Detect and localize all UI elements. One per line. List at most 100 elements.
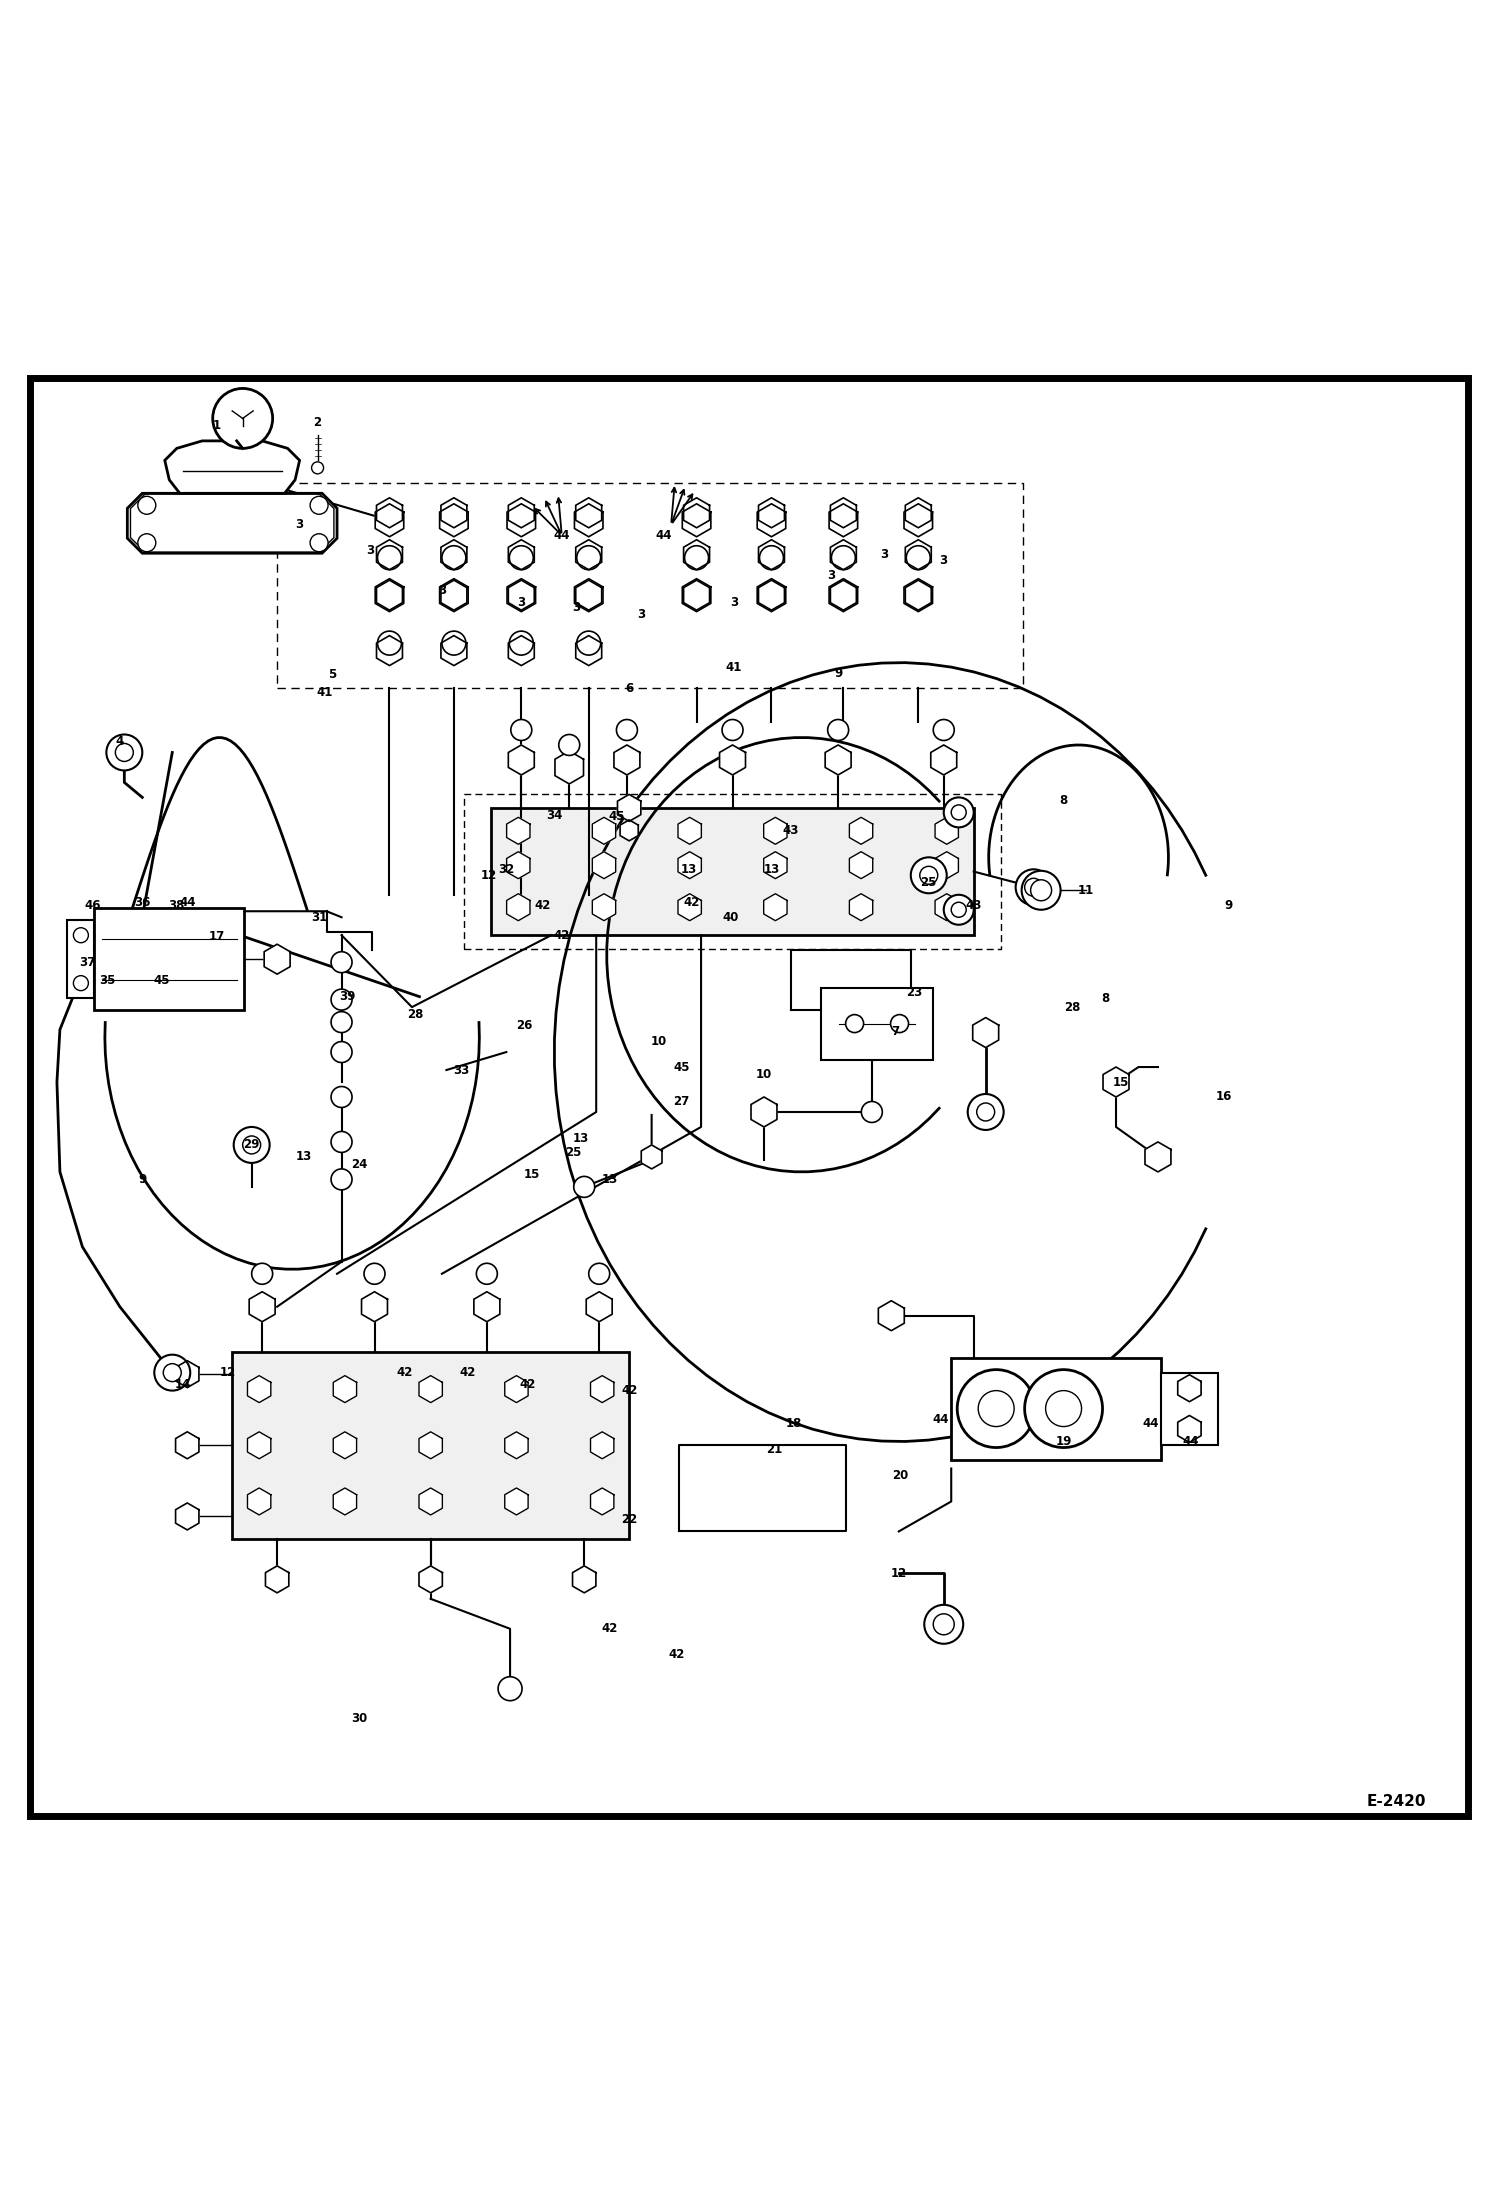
Polygon shape — [333, 1376, 357, 1402]
Text: 33: 33 — [454, 1064, 469, 1077]
Text: 38: 38 — [169, 900, 184, 913]
Text: 9: 9 — [138, 1174, 147, 1187]
Circle shape — [911, 858, 947, 893]
Text: 45: 45 — [153, 974, 171, 987]
Polygon shape — [419, 1488, 442, 1514]
Circle shape — [115, 744, 133, 761]
Polygon shape — [506, 818, 530, 845]
Bar — [821, 987, 933, 1060]
Polygon shape — [586, 1292, 613, 1321]
Polygon shape — [506, 505, 536, 538]
Polygon shape — [679, 851, 701, 878]
Bar — [232, 1352, 629, 1538]
Text: 4: 4 — [115, 735, 124, 748]
Polygon shape — [825, 746, 851, 774]
Text: 42: 42 — [602, 1621, 617, 1635]
Circle shape — [977, 1104, 995, 1121]
Text: 8: 8 — [1101, 992, 1110, 1005]
Text: 3: 3 — [366, 544, 374, 557]
Polygon shape — [175, 1433, 199, 1459]
Bar — [951, 1358, 1161, 1459]
Polygon shape — [878, 1301, 905, 1332]
Polygon shape — [439, 579, 469, 612]
Circle shape — [951, 902, 966, 917]
Polygon shape — [592, 818, 616, 845]
Text: 36: 36 — [135, 895, 150, 908]
Polygon shape — [1103, 1066, 1129, 1097]
Circle shape — [1046, 1391, 1082, 1426]
Circle shape — [944, 895, 974, 924]
Polygon shape — [905, 498, 932, 529]
Text: 44: 44 — [1141, 1417, 1159, 1430]
Polygon shape — [506, 893, 530, 921]
Text: 21: 21 — [767, 1441, 782, 1455]
Text: 42: 42 — [397, 1367, 412, 1380]
Polygon shape — [930, 746, 957, 774]
Text: 37: 37 — [79, 957, 94, 970]
Circle shape — [106, 735, 142, 770]
Polygon shape — [935, 818, 959, 845]
Circle shape — [968, 1095, 1004, 1130]
Circle shape — [933, 720, 954, 742]
Circle shape — [73, 928, 88, 943]
Text: 13: 13 — [764, 862, 779, 875]
Circle shape — [722, 720, 743, 742]
Polygon shape — [376, 579, 403, 610]
Text: 42: 42 — [670, 1648, 685, 1661]
Polygon shape — [758, 498, 785, 529]
Text: 41: 41 — [318, 687, 333, 700]
Circle shape — [920, 867, 938, 884]
Text: 9: 9 — [1224, 900, 1233, 913]
Circle shape — [944, 796, 974, 827]
Polygon shape — [374, 505, 404, 538]
Polygon shape — [508, 636, 535, 665]
Circle shape — [1022, 871, 1061, 911]
Circle shape — [331, 1169, 352, 1189]
Text: 14: 14 — [175, 1378, 190, 1391]
Polygon shape — [1144, 1141, 1171, 1172]
Text: 13: 13 — [682, 862, 697, 875]
Circle shape — [1025, 1369, 1103, 1448]
Text: 25: 25 — [566, 1145, 581, 1158]
Polygon shape — [830, 540, 857, 570]
Polygon shape — [508, 579, 535, 610]
Circle shape — [1016, 869, 1052, 906]
Text: 2: 2 — [313, 417, 322, 430]
Polygon shape — [419, 1567, 442, 1593]
Circle shape — [951, 805, 966, 821]
Text: 3: 3 — [939, 555, 948, 568]
Text: 19: 19 — [1056, 1435, 1071, 1448]
Text: 3: 3 — [827, 568, 836, 581]
Text: 3: 3 — [517, 597, 526, 610]
Polygon shape — [617, 794, 641, 821]
Text: 1: 1 — [213, 419, 222, 432]
Polygon shape — [575, 498, 602, 529]
Circle shape — [442, 546, 466, 570]
Text: 42: 42 — [460, 1367, 475, 1380]
Polygon shape — [175, 1503, 199, 1529]
Polygon shape — [679, 893, 701, 921]
Text: 26: 26 — [517, 1018, 532, 1031]
Polygon shape — [508, 746, 535, 774]
Text: 42: 42 — [535, 900, 550, 913]
Polygon shape — [756, 579, 786, 612]
Text: 3: 3 — [730, 597, 739, 610]
Polygon shape — [828, 505, 858, 538]
Circle shape — [331, 1011, 352, 1033]
Text: 43: 43 — [783, 825, 798, 836]
Text: 11: 11 — [1079, 884, 1094, 897]
Polygon shape — [903, 579, 933, 612]
Polygon shape — [682, 579, 712, 612]
Text: 5: 5 — [328, 667, 337, 680]
Circle shape — [331, 989, 352, 1009]
Text: 12: 12 — [891, 1567, 906, 1580]
Circle shape — [331, 1042, 352, 1062]
Circle shape — [442, 632, 466, 656]
Text: 17: 17 — [210, 930, 225, 943]
Circle shape — [574, 1176, 595, 1198]
Polygon shape — [590, 1488, 614, 1514]
Text: 6: 6 — [625, 682, 634, 695]
Text: 43: 43 — [966, 900, 981, 913]
Polygon shape — [374, 579, 404, 612]
Text: 13: 13 — [297, 1150, 312, 1163]
